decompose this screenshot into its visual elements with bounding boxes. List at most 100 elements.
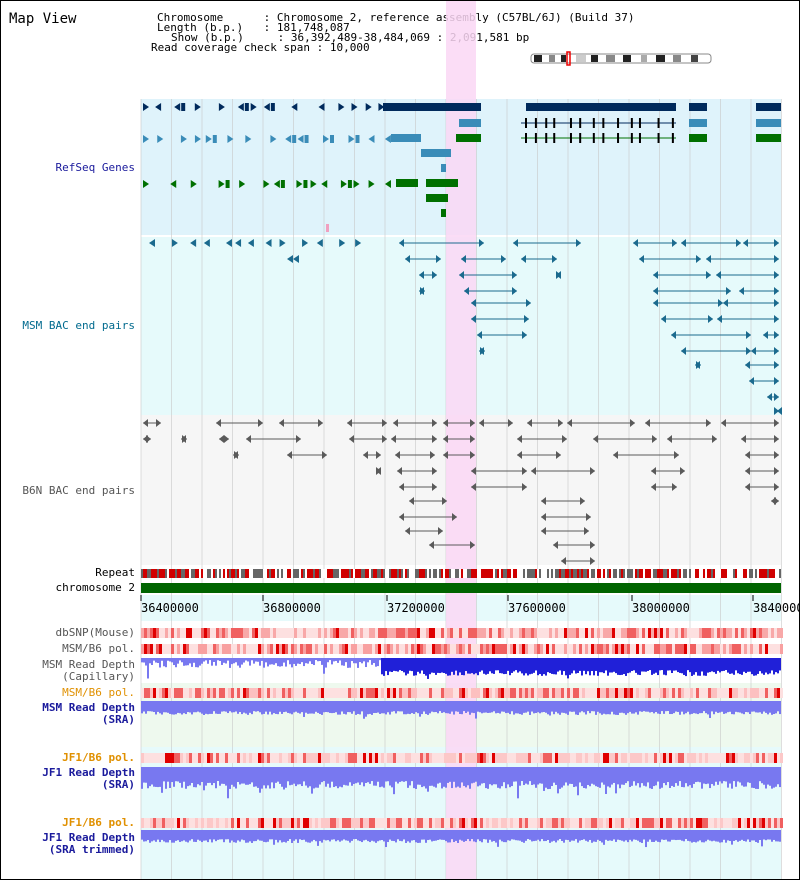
polymorphism-mark (450, 628, 453, 638)
polymorphism-mark (375, 688, 378, 698)
polymorphism-mark (210, 753, 213, 763)
depth-bar (749, 658, 751, 672)
depth-bar (661, 830, 663, 840)
bac-end (718, 299, 723, 307)
depth-bar (251, 701, 253, 715)
polymorphism-mark (423, 628, 426, 638)
depth-bar (207, 830, 209, 843)
depth-bar (525, 767, 527, 784)
depth-bar (543, 830, 545, 842)
depth-bar (519, 830, 521, 841)
depth-bar (749, 830, 751, 842)
depth-bar (723, 830, 725, 840)
depth-bar (205, 701, 207, 714)
depth-bar (537, 658, 539, 676)
gene-block (396, 179, 418, 187)
polymorphism-mark (588, 688, 591, 698)
msm-pol-track-label: MSM/B6 pol. (62, 642, 135, 655)
depth-bar (539, 830, 541, 842)
polymorphism-mark (207, 644, 210, 654)
polymorphism-mark (345, 644, 348, 654)
depth-bar (633, 701, 635, 714)
polymorphism-mark (738, 688, 741, 698)
bac-end (630, 419, 635, 427)
depth-bar (601, 767, 603, 783)
gene-block (383, 103, 481, 111)
depth-bar (169, 767, 171, 788)
depth-bar (663, 830, 665, 840)
depth-bar (599, 830, 601, 841)
polymorphism-mark (675, 753, 678, 763)
depth-bar (617, 701, 619, 715)
polymorphism-mark (483, 753, 486, 763)
depth-bar (245, 658, 247, 661)
depth-bar (719, 767, 721, 782)
polymorphism-mark (444, 644, 447, 654)
polymorphism-mark (279, 628, 282, 638)
jf1-pol-trim-label: JF1/B6 pol. (62, 816, 135, 829)
polymorphism-mark (222, 628, 225, 638)
polymorphism-mark (453, 628, 456, 638)
depth-bar (579, 701, 581, 713)
repeat-mark (225, 569, 227, 578)
depth-bar (233, 830, 235, 843)
depth-bar (265, 701, 267, 712)
depth-bar (391, 767, 393, 788)
depth-bar (141, 701, 143, 714)
depth-bar (191, 701, 193, 715)
depth-bar (493, 767, 495, 785)
polymorphism-mark (399, 753, 402, 763)
polymorphism-mark (393, 644, 396, 654)
polymorphism-mark (303, 818, 306, 828)
depth-bar (753, 658, 755, 676)
depth-bar (571, 767, 573, 784)
depth-bar (199, 658, 201, 666)
repeat-mark (197, 569, 199, 578)
bac-end (430, 451, 435, 459)
depth-bar (305, 767, 307, 786)
repeat-mark (511, 569, 513, 578)
repeat-mark (147, 569, 149, 578)
polymorphism-mark (432, 644, 435, 654)
polymorphism-mark (252, 628, 255, 638)
depth-bar (245, 830, 247, 843)
polymorphism-mark (453, 818, 456, 828)
depth-bar (563, 767, 565, 786)
bac-end (419, 271, 424, 279)
repeat-mark (613, 569, 615, 578)
polymorphism-mark (513, 628, 516, 638)
gene-arrow (237, 103, 244, 111)
depth-bar (445, 658, 447, 674)
repeat-mark (539, 569, 541, 578)
polymorphism-mark (681, 818, 684, 828)
repeat-mark (233, 569, 235, 578)
depth-bar (707, 658, 709, 673)
depth-bar (307, 701, 309, 714)
depth-bar (573, 701, 575, 712)
polymorphism-mark (390, 688, 393, 698)
depth-bar (467, 701, 469, 712)
polymorphism-mark (330, 628, 333, 638)
depth-bar (273, 701, 275, 714)
polymorphism-mark (204, 644, 207, 654)
polymorphism-mark (663, 818, 666, 828)
depth-bar (653, 767, 655, 787)
depth-bar (629, 658, 631, 673)
repeat-mark (207, 569, 209, 578)
polymorphism-mark (582, 644, 585, 654)
depth-bar (701, 767, 703, 789)
repeat-mark (449, 569, 451, 578)
polymorphism-mark (519, 644, 522, 654)
depth-bar (687, 701, 689, 712)
depth-bar (745, 658, 747, 674)
polymorphism-mark (159, 753, 162, 763)
polymorphism-mark (543, 818, 546, 828)
bac-end (470, 541, 475, 549)
polymorphism-mark (399, 628, 402, 638)
depth-bar (769, 830, 771, 840)
depth-bar (729, 767, 731, 784)
depth-bar (741, 701, 743, 714)
depth-bar (231, 658, 233, 665)
polymorphism-mark (459, 753, 462, 763)
